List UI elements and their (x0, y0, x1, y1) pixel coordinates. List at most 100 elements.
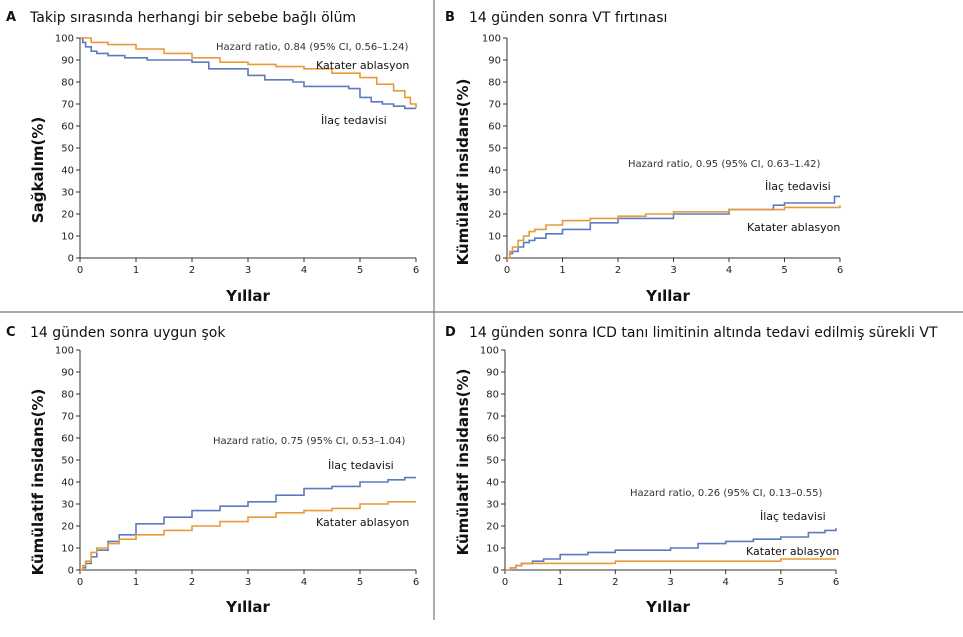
panel-title: 14 günden sonra VT fırtınası (469, 10, 667, 26)
axes: 0 10 20 30 40 50 60 70 80 90 100 0 1 2 3 4 5 6 (55, 34, 419, 277)
y-tick-label: 90 (61, 368, 74, 379)
y-tick-label: 70 (61, 412, 74, 423)
y-axis-label: Sağkalım(%) (29, 117, 47, 223)
panel-letter: A (6, 10, 16, 25)
y-tick-label: 40 (61, 166, 74, 177)
y-tick-label: 100 (55, 346, 74, 357)
y-tick-label: 30 (488, 188, 501, 199)
panel-letter: D (445, 325, 456, 340)
panel-title: 14 günden sonra uygun şok (30, 325, 226, 341)
y-tick-label: 10 (61, 232, 74, 243)
y-tick-label: 0 (68, 254, 74, 265)
series-line-ablasyon (80, 501, 416, 571)
axes: 0 10 20 30 40 50 60 70 80 90 100 0 1 2 3 4 5 6 (480, 346, 839, 589)
y-tick-label: 80 (61, 390, 74, 401)
x-tick-label: 0 (502, 577, 508, 588)
y-tick-label: 10 (486, 544, 499, 555)
y-tick-label: 100 (480, 346, 499, 357)
hazard-ratio: Hazard ratio, 0.75 (95% CI, 0.53–1.04) (213, 436, 405, 447)
y-tick-label: 0 (493, 566, 499, 577)
x-tick-label: 0 (77, 265, 83, 276)
x-tick-label: 4 (722, 577, 728, 588)
panel-letter: B (445, 10, 455, 25)
x-tick-label: 5 (781, 265, 787, 276)
x-tick-label: 2 (612, 577, 618, 588)
x-axis-label: Yıllar (645, 598, 690, 616)
panel-c: C 14 günden sonra uygun şok 010203040506… (6, 325, 419, 616)
x-tick-label: 3 (245, 577, 251, 588)
y-tick-label: 10 (61, 544, 74, 555)
y-tick-label: 70 (486, 412, 499, 423)
x-axis-label: Yıllar (225, 287, 270, 305)
x-tick-label: 6 (837, 265, 843, 276)
y-tick-label: 80 (486, 390, 499, 401)
y-tick-label: 40 (61, 478, 74, 489)
y-tick-label: 50 (61, 456, 74, 467)
y-tick-label: 70 (61, 100, 74, 111)
y-tick-label: 100 (482, 34, 501, 45)
y-tick-label: 50 (488, 144, 501, 155)
y-axis-label: Kümülatif insidans(%) (454, 79, 472, 266)
series-label-ilac: İlaç tedavisi (765, 180, 831, 193)
x-tick-label: 5 (778, 577, 784, 588)
x-tick-label: 6 (413, 577, 419, 588)
panel-letter: C (6, 325, 16, 340)
y-tick-label: 60 (488, 122, 501, 133)
panel-a: A Takip sırasında herhangi bir sebebe ba… (6, 10, 419, 305)
x-tick-label: 0 (504, 265, 510, 276)
x-tick-label: 1 (557, 577, 563, 588)
x-tick-label: 3 (670, 265, 676, 276)
x-tick-label: 2 (615, 265, 621, 276)
y-tick-label: 20 (486, 522, 499, 533)
x-tick-label: 5 (357, 577, 363, 588)
panel-b: B 14 günden sonra VT fırtınası 010203040… (445, 10, 843, 305)
y-tick-label: 50 (61, 144, 74, 155)
hazard-ratio: Hazard ratio, 0.95 (95% CI, 0.63–1.42) (628, 159, 820, 170)
series-label-ablasyon: Katater ablasyon (747, 221, 840, 234)
x-tick-label: 2 (189, 265, 195, 276)
x-tick-label: 3 (245, 265, 251, 276)
x-tick-label: 1 (133, 577, 139, 588)
x-tick-label: 6 (833, 577, 839, 588)
series-group (505, 528, 837, 571)
x-tick-label: 4 (726, 265, 732, 276)
series-label-ablasyon: Katater ablasyon (316, 516, 409, 529)
y-tick-label: 0 (495, 254, 501, 265)
panel-title: Takip sırasında herhangi bir sebebe bağl… (29, 10, 356, 26)
axes: 0 10 20 30 40 50 60 70 80 90 100 0 1 2 3 4 5 6 (55, 346, 419, 589)
y-tick-label: 70 (488, 100, 501, 111)
panel-title: 14 günden sonra ICD tanı limitinin altın… (469, 325, 938, 341)
y-axis-label: Kümülatif insidans(%) (454, 369, 472, 556)
y-tick-label: 30 (486, 500, 499, 511)
x-tick-label: 0 (77, 577, 83, 588)
y-tick-label: 20 (488, 210, 501, 221)
hazard-ratio: Hazard ratio, 0.26 (95% CI, 0.13–0.55) (630, 488, 822, 499)
x-tick-label: 1 (559, 265, 565, 276)
x-tick-label: 6 (413, 265, 419, 276)
x-tick-label: 3 (667, 577, 673, 588)
panel-d: D 14 günden sonra ICD tanı limitinin alt… (445, 325, 938, 616)
series-line-ablasyon (507, 205, 841, 259)
y-tick-label: 40 (488, 166, 501, 177)
y-tick-label: 30 (61, 500, 74, 511)
y-tick-label: 90 (61, 56, 74, 67)
series-line-ablasyon (80, 37, 417, 109)
series-group (80, 476, 416, 571)
series-line-ilac (507, 195, 840, 259)
x-tick-label: 1 (133, 265, 139, 276)
y-tick-label: 20 (61, 210, 74, 221)
hazard-ratio: Hazard ratio, 0.84 (95% CI, 0.56–1.24) (216, 42, 408, 53)
y-tick-label: 80 (488, 78, 501, 89)
y-tick-label: 90 (486, 368, 499, 379)
y-tick-label: 60 (486, 434, 499, 445)
y-tick-label: 10 (488, 232, 501, 243)
y-tick-label: 50 (486, 456, 499, 467)
x-tick-label: 2 (189, 577, 195, 588)
y-tick-label: 100 (55, 34, 74, 45)
y-axis-label: Kümülatif insidans(%) (29, 389, 47, 576)
y-tick-label: 60 (61, 434, 74, 445)
series-label-ablasyon: Katater ablasyon (746, 545, 839, 558)
y-tick-label: 90 (488, 56, 501, 67)
y-tick-label: 30 (61, 188, 74, 199)
x-tick-label: 5 (357, 265, 363, 276)
